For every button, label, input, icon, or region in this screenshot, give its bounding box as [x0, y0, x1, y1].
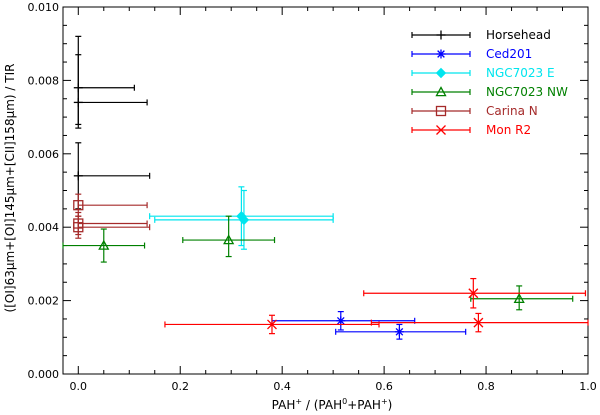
series-horsehead: [73, 35, 151, 210]
marker-square: [73, 200, 84, 211]
legend-label: Ced201: [486, 47, 532, 61]
marker-diamond: [238, 214, 250, 226]
data-point-ced201: [335, 323, 467, 340]
legend: Horsehead Ced201 NGC7023 E NGC7023 NW Carina…: [411, 28, 568, 137]
legend-item-horsehead: Horsehead: [411, 28, 551, 42]
series-ngc7023-nw: [62, 215, 574, 311]
x-tick-label: 0.0: [70, 380, 88, 393]
marker-asterisk: [394, 327, 404, 337]
legend-marker-asterisk: [436, 49, 446, 59]
x-tick-label: 1.0: [579, 380, 597, 393]
x-tick-label: 0.2: [171, 380, 189, 393]
series-ced201: [271, 311, 467, 340]
y-tick-label: 0.006: [28, 148, 60, 161]
legend-marker-diamond: [435, 67, 447, 79]
legend-item-ngc7023-e: NGC7023 E: [411, 66, 555, 80]
legend-item-mon-r2: Mon R2: [411, 123, 531, 137]
data-point-horsehead: [73, 35, 135, 126]
x-axis-label: PAH+ / (PAH0+PAH+): [272, 397, 393, 412]
data-point-mon-r2: [164, 314, 380, 335]
data-point-ngc7023-nw: [62, 228, 146, 263]
marker-triangle: [98, 239, 110, 250]
x-tick-label: 0.6: [375, 380, 393, 393]
legend-item-ngc7023-nw: NGC7023 NW: [411, 85, 568, 99]
legend-label: NGC7023 NW: [486, 85, 568, 99]
y-tick-label: 0.000: [28, 368, 60, 381]
y-tick-label: 0.004: [28, 221, 60, 234]
legend-marker-plus: [436, 30, 446, 40]
series-ngc7023-e: [149, 186, 334, 250]
data-point-ced201: [271, 311, 416, 331]
data-point-horsehead: [73, 54, 148, 129]
legend-marker-cross: [436, 125, 446, 135]
plot-border: [62, 6, 589, 375]
y-tick-label: 0.010: [28, 1, 60, 14]
data-point-ngc7023-nw: [182, 215, 276, 258]
marker-cross: [468, 288, 479, 299]
data-point-ngc7023-nw: [470, 285, 574, 311]
legend-label: NGC7023 E: [486, 66, 555, 80]
legend-item-ced201: Ced201: [411, 47, 532, 61]
series-layer: [62, 35, 589, 340]
plot-frame: [62, 6, 589, 375]
data-point-ngc7023-e: [149, 186, 334, 247]
data-point-ngc7023-e: [154, 189, 334, 250]
legend-marker-square: [435, 105, 447, 117]
data-point-carina-n: [73, 215, 151, 239]
y-axis-label: ([OI]63μm+[OI]145μm+[CII]158μm) / TIR: [3, 64, 17, 313]
data-point-carina-n: [73, 193, 148, 217]
series-carina-n: [73, 193, 151, 239]
marker-triangle: [513, 292, 525, 304]
legend-label: Horsehead: [486, 28, 551, 42]
legend-item-carina-n: Carina N: [411, 104, 538, 118]
legend-label: Carina N: [486, 104, 538, 118]
marker-triangle: [223, 234, 235, 245]
marker-asterisk: [336, 316, 346, 326]
y-tick-label: 0.002: [28, 295, 60, 308]
marker-cross: [267, 319, 277, 330]
data-point-horsehead: [73, 142, 151, 210]
marker-square: [73, 222, 84, 233]
series-mon-r2: [164, 277, 589, 335]
marker-plus: [73, 97, 83, 107]
legend-label: Mon R2: [486, 123, 531, 137]
marker-cross: [473, 317, 484, 328]
marker-plus: [73, 171, 83, 181]
y-tick-label: 0.008: [28, 74, 60, 87]
x-tick-label: 0.8: [477, 380, 495, 393]
data-point-mon-r2: [363, 277, 587, 309]
x-axis-ticks: 0.0 0.2 0.4 0.6 0.8 1.0: [70, 7, 597, 393]
y-axis-ticks: 0.000 0.002 0.004 0.006 0.008 0.010: [28, 1, 588, 381]
x-tick-label: 0.4: [273, 380, 291, 393]
data-point-carina-n: [73, 211, 148, 236]
data-point-mon-r2: [370, 312, 589, 333]
legend-marker-triangle: [435, 86, 447, 97]
